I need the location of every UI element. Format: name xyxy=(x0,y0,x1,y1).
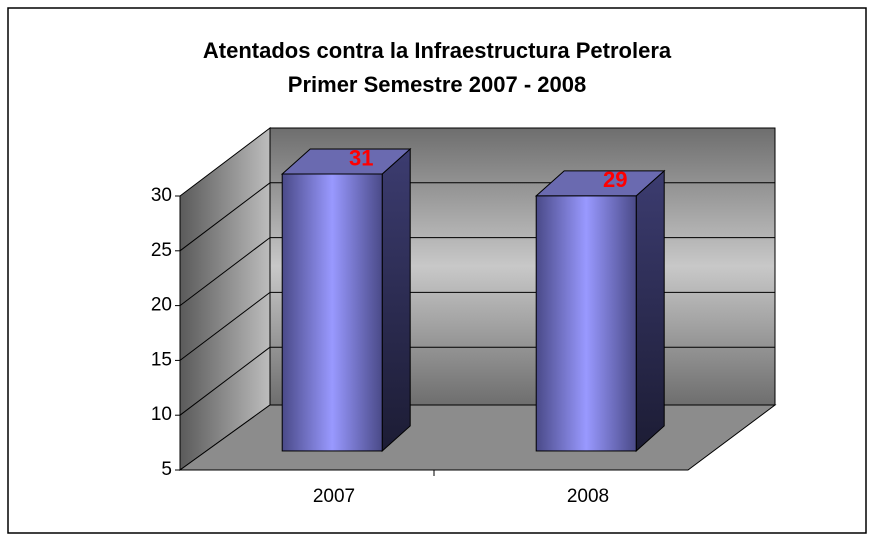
grid-line xyxy=(179,292,271,361)
value-label: 29 xyxy=(603,167,627,192)
value-label: 31 xyxy=(349,145,373,170)
x-tick-label: 2007 xyxy=(313,486,355,507)
chart-subtitle: Primer Semestre 2007 - 2008 xyxy=(288,72,586,97)
grid-line xyxy=(179,237,271,306)
y-tick-label: 25 xyxy=(151,240,172,261)
y-tick-label: 15 xyxy=(151,349,172,370)
x-tick-label: 2008 xyxy=(567,486,609,507)
grid-line xyxy=(179,346,271,416)
floor xyxy=(178,404,777,471)
bar-side xyxy=(381,147,411,453)
y-tick-label: 20 xyxy=(151,295,172,316)
y-tick-label: 30 xyxy=(151,185,172,206)
y-tick-label: 5 xyxy=(161,459,172,480)
bar xyxy=(281,173,383,452)
grid-line xyxy=(179,182,271,252)
chart-title: Atentados contra la Infraestructura Petr… xyxy=(203,38,672,63)
y-tick-label: 10 xyxy=(151,404,172,425)
bar-side xyxy=(635,169,665,453)
bar xyxy=(535,195,637,452)
